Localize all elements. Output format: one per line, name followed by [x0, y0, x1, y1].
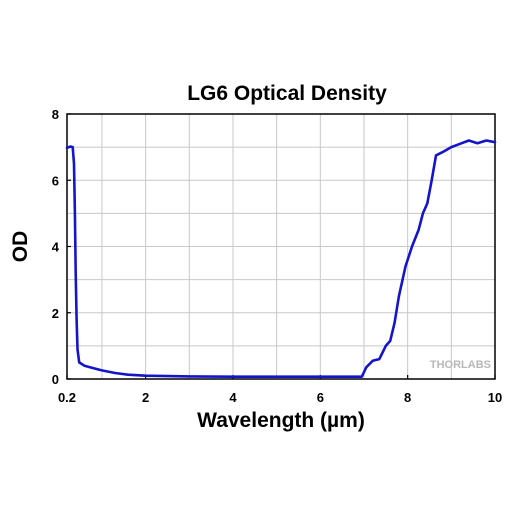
x-axis: 0.2 2 4 6 8 10 [58, 375, 502, 405]
y-tick-label: 0 [52, 372, 59, 387]
series-line [65, 139, 497, 378]
y-tick-label: 6 [52, 173, 59, 188]
x-tick-label: 4 [229, 390, 237, 405]
x-tick-label: 10 [488, 390, 502, 405]
y-tick-label: 8 [52, 107, 59, 122]
x-tick-label: 0.2 [58, 390, 76, 405]
y-axis-label: OD [9, 231, 32, 263]
x-axis-label: Wavelength (µm) [197, 409, 365, 432]
y-axis: 0 2 4 6 8 [52, 107, 71, 387]
y-tick-label: 4 [52, 240, 60, 255]
chart-title: LG6 Optical Density [187, 82, 387, 105]
grid [67, 114, 495, 379]
x-tick-label: 2 [142, 390, 149, 405]
thorlabs-watermark: THORLABS [430, 359, 491, 371]
x-tick-label: 8 [404, 390, 411, 405]
x-tick-label: 6 [317, 390, 324, 405]
series-layer [65, 139, 497, 378]
y-tick-label: 2 [52, 306, 59, 321]
